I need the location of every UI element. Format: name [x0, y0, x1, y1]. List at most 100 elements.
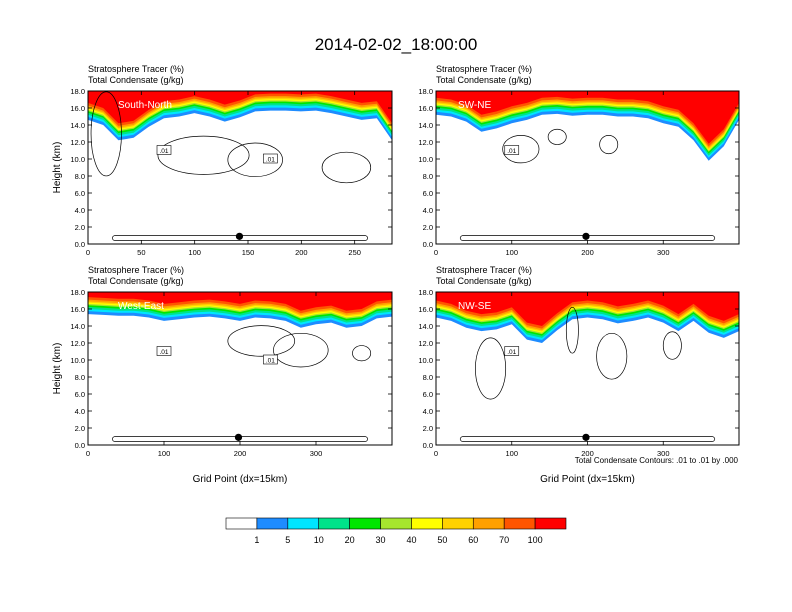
y-tick-label: 10.0 — [70, 155, 85, 164]
colorbar-label: 70 — [499, 535, 509, 545]
cloud-contour-2 — [273, 332, 329, 368]
x-tick-label: 150 — [242, 248, 255, 257]
y-tick-label: 2.0 — [423, 223, 433, 232]
panels: .01 .01 0.0 2.0 4.0 6.0 8.0 10.0 12.0 14.0 16.0 18.… — [52, 64, 740, 485]
y-tick-label: 0.0 — [75, 441, 85, 450]
panel-subtitle-tracer: Stratosphere Tracer (%) — [436, 64, 532, 74]
x-tick-label: 300 — [657, 248, 670, 257]
colorbar-swatch-7 — [442, 517, 474, 530]
y-tick-label: 4.0 — [423, 206, 433, 215]
tracer-band-10 — [436, 91, 739, 144]
y-tick-label: 6.0 — [423, 189, 433, 198]
cloud-contour-1 — [227, 325, 296, 357]
x-axis-label: Grid Point (dx=15km) — [540, 474, 635, 485]
x-axis-label: Grid Point (dx=15km) — [193, 474, 288, 485]
svg-text:.01: .01 — [159, 349, 168, 356]
x-tick-label: 250 — [348, 248, 361, 257]
colorbar-label: 40 — [406, 535, 416, 545]
y-tick-label: 4.0 — [75, 206, 85, 215]
figure-title: 2014-02-02_18:00:00 — [315, 35, 478, 54]
cloud-contour-1 — [90, 91, 122, 177]
contour-label: .01 — [504, 145, 520, 155]
location-marker — [234, 433, 243, 441]
contour-label: .01 — [156, 145, 172, 155]
y-tick-label: 0.0 — [423, 240, 433, 249]
y-axis-label: Height (km) — [52, 343, 63, 395]
x-tick-label: 200 — [295, 248, 308, 257]
x-tick-label: 100 — [188, 248, 201, 257]
x-tick-label: 50 — [137, 248, 145, 257]
y-tick-label: 8.0 — [423, 373, 433, 382]
svg-text:.01: .01 — [507, 349, 516, 356]
cloud-contour-2 — [565, 306, 579, 354]
tracer-shading — [88, 91, 392, 141]
colorbar-swatch-0 — [225, 517, 258, 530]
x-tick-label: 100 — [505, 248, 518, 257]
y-tick-label: 14.0 — [418, 322, 433, 331]
y-tick-label: 8.0 — [75, 172, 85, 181]
panel-subtitle-condensate: Total Condensate (g/kg) — [436, 75, 532, 85]
cloud-contour-2 — [157, 135, 250, 175]
y-tick-label: 14.0 — [70, 121, 85, 130]
colorbar-swatch-2 — [287, 517, 320, 530]
colorbar-label: 50 — [437, 535, 447, 545]
y-tick-label: 4.0 — [423, 407, 433, 416]
y-tick-label: 10.0 — [70, 356, 85, 365]
colorbar-swatch-4 — [349, 517, 381, 530]
panel-3: .01 .01 0.0 2.0 4.0 6.0 8.0 10.0 12.0 14.0 16.0 18.… — [52, 265, 393, 485]
colorbar-swatch-8 — [472, 517, 505, 530]
y-tick-label: 16.0 — [70, 305, 85, 314]
contour-label: .01 — [263, 153, 278, 164]
tracer-band-10 — [88, 292, 392, 311]
tracer-shading — [436, 292, 739, 343]
y-tick-label: 12.0 — [418, 138, 433, 147]
y-axis-label: Height (km) — [52, 142, 63, 194]
y-tick-label: 2.0 — [75, 424, 85, 433]
plot-frame — [87, 90, 393, 245]
y-tick-label: 8.0 — [423, 172, 433, 181]
colorbar-swatch-9 — [503, 517, 536, 530]
tracer-shading — [88, 292, 392, 328]
colorbar-swatch-6 — [411, 517, 443, 530]
y-tick-label: 16.0 — [70, 104, 85, 113]
x-tick-label: 200 — [581, 248, 594, 257]
y-tick-label: 18.0 — [70, 87, 85, 96]
y-tick-label: 6.0 — [423, 390, 433, 399]
cloud-contour-4 — [321, 151, 372, 184]
svg-text:.01: .01 — [507, 148, 516, 155]
location-marker — [582, 433, 590, 441]
panel-4: .01 0.0 2.0 4.0 6.0 8.0 10.0 12.0 14.0 16.0 18.0 0 1… — [418, 265, 740, 485]
tracer-band-10 — [436, 292, 739, 326]
y-tick-label: 16.0 — [418, 104, 433, 113]
colorbar: 1 5 10 20 30 40 50 60 70 100 — [225, 517, 567, 545]
panel-subtitle-condensate: Total Condensate (g/kg) — [88, 75, 184, 85]
colorbar-label: 1 — [254, 535, 259, 545]
x-tick-label: 0 — [86, 449, 90, 458]
svg-text:.01: .01 — [266, 358, 275, 365]
panel-label: West-East — [118, 301, 164, 312]
y-tick-label: 0.0 — [75, 240, 85, 249]
contour-label: .01 — [263, 354, 278, 365]
colorbar-label: 100 — [528, 535, 543, 545]
x-tick-label: 100 — [158, 449, 171, 458]
y-tick-label: 10.0 — [418, 356, 433, 365]
y-tick-label: 18.0 — [418, 288, 433, 297]
y-tick-label: 4.0 — [75, 407, 85, 416]
cloud-contour-3 — [352, 345, 372, 362]
colorbar-swatch-5 — [380, 517, 412, 530]
y-tick-label: 0.0 — [423, 441, 433, 450]
x-tick-label: 300 — [657, 449, 670, 458]
x-tick-label: 0 — [434, 248, 438, 257]
y-tick-label: 14.0 — [70, 322, 85, 331]
cloud-contour-1 — [475, 337, 507, 400]
tracer-band-10 — [88, 91, 392, 124]
contour-label: .01 — [504, 346, 520, 356]
cloud-contour-3 — [596, 332, 628, 380]
colorbar-swatch-1 — [256, 517, 289, 530]
cloud-contour-3 — [227, 142, 283, 178]
panel-label: SW-NE — [458, 100, 491, 111]
y-tick-label: 12.0 — [418, 339, 433, 348]
cloud-contour-1 — [502, 135, 540, 164]
panel-label: South-North — [118, 100, 172, 111]
